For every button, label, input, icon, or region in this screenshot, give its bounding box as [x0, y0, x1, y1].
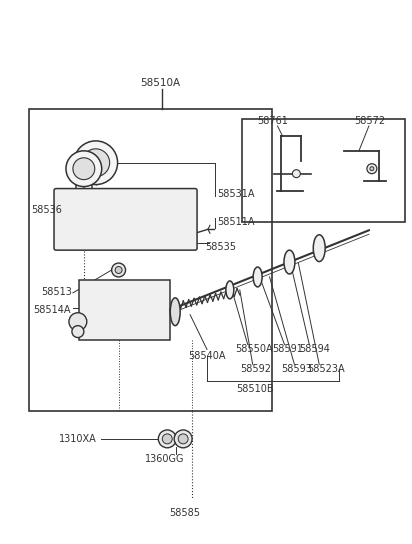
Text: 58591: 58591 [273, 344, 303, 355]
FancyBboxPatch shape [54, 189, 197, 250]
Circle shape [115, 267, 122, 274]
Circle shape [367, 164, 377, 174]
Circle shape [72, 326, 84, 338]
Circle shape [178, 434, 188, 444]
Text: 58572: 58572 [354, 116, 385, 126]
Circle shape [174, 430, 192, 448]
Text: 58510A: 58510A [140, 78, 180, 88]
Text: 58535: 58535 [205, 242, 236, 252]
Text: 58540A: 58540A [188, 351, 226, 361]
Text: 58594: 58594 [300, 344, 330, 355]
Circle shape [74, 141, 117, 184]
Text: 1310XA: 1310XA [59, 434, 97, 444]
Text: 58585: 58585 [170, 508, 201, 518]
Circle shape [73, 158, 95, 180]
Text: 58536: 58536 [31, 206, 62, 215]
Text: 58513: 58513 [41, 287, 72, 297]
Ellipse shape [226, 281, 234, 299]
Text: 58514A: 58514A [33, 305, 71, 315]
Ellipse shape [284, 250, 295, 274]
Bar [242, 119, 405, 222]
Ellipse shape [253, 267, 262, 287]
Bar [79, 280, 170, 339]
Circle shape [66, 151, 102, 187]
Text: 58523A: 58523A [307, 364, 345, 374]
Text: 58592: 58592 [240, 364, 271, 374]
Text: 58510B: 58510B [236, 384, 274, 394]
Ellipse shape [313, 235, 325, 262]
Circle shape [112, 263, 126, 277]
Text: 58511A: 58511A [217, 218, 255, 227]
Bar [29, 109, 272, 411]
Circle shape [370, 166, 374, 171]
Text: 58593: 58593 [281, 364, 312, 374]
Text: 58761: 58761 [258, 116, 288, 126]
Circle shape [69, 313, 87, 331]
Circle shape [162, 434, 172, 444]
Text: 1360GG: 1360GG [145, 454, 185, 463]
Ellipse shape [170, 298, 180, 326]
Circle shape [293, 170, 300, 178]
Circle shape [82, 149, 110, 177]
Text: 58531A: 58531A [217, 189, 255, 199]
Text: 58550A: 58550A [235, 344, 272, 355]
Circle shape [158, 430, 176, 448]
